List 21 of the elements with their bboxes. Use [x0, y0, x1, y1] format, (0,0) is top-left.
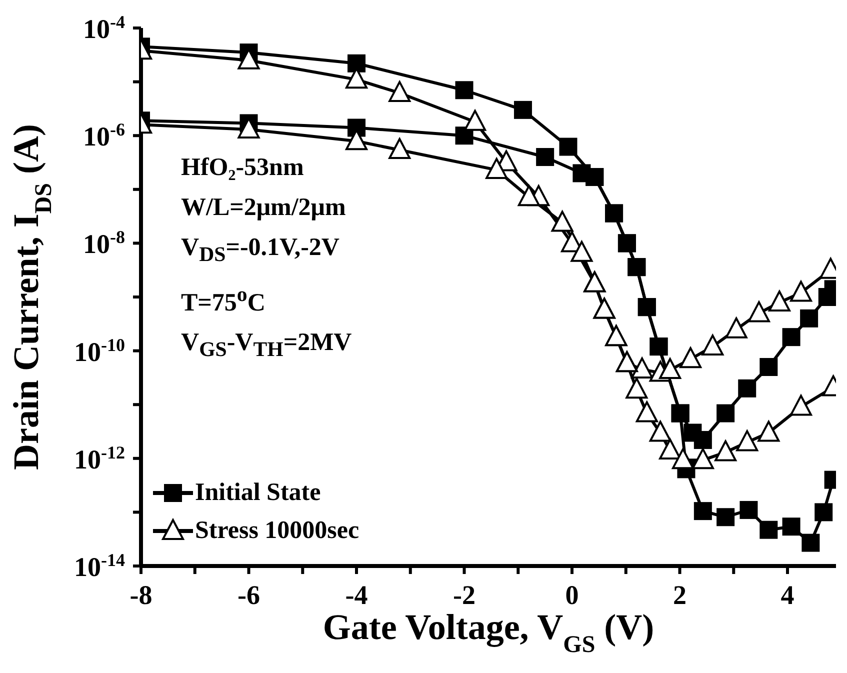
x-axis-title: Gate Voltage, V$_{GS}$ (V): [322, 607, 654, 658]
x-tick-label: -8: [130, 580, 152, 610]
legend-label: Initial State: [195, 479, 321, 507]
y-tick-label: 10$^{-12}$: [74, 442, 125, 474]
x-tick-label: 0: [565, 580, 579, 610]
x-tick-label: -6: [238, 580, 260, 610]
annotation: T=75$^{o}$C: [181, 281, 266, 318]
x-tick-label: -4: [345, 580, 368, 610]
y-tick-label: 10$^{-4}$: [83, 12, 125, 44]
annotation: V$_{GS}$-V$_{TH}$=2MV: [181, 328, 352, 364]
x-tick-label: 4: [780, 580, 794, 610]
annotation: W/L=2μm/2μm: [181, 193, 347, 223]
annotation: V$_{DS}$=-0.1V,-2V: [181, 233, 340, 268]
legend-label: Stress 10000sec: [195, 517, 360, 545]
x-tick-label: -2: [453, 580, 476, 610]
annotation: HfO₂-53nm: [181, 153, 305, 183]
y-tick-label: 10$^{-6}$: [83, 120, 125, 152]
y-tick-label: 10$^{-14}$: [74, 550, 125, 582]
x-tick-label: 2: [673, 580, 687, 610]
y-tick-label: 10$^{-10}$: [74, 334, 125, 367]
y-tick-label: 10$^{-8}$: [83, 227, 125, 260]
